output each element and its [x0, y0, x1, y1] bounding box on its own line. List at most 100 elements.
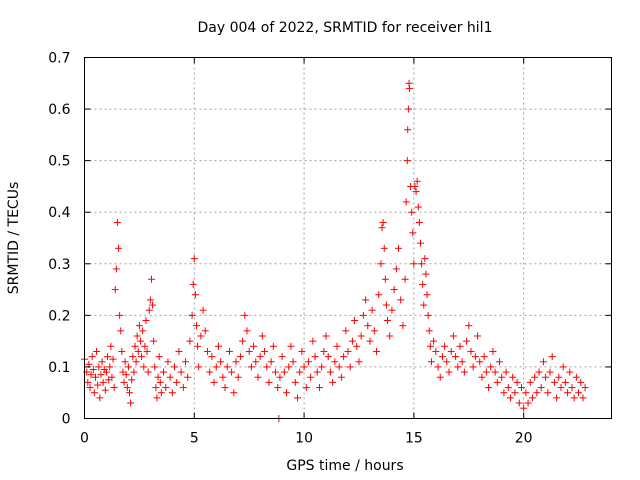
data-point — [173, 378, 181, 386]
data-point — [124, 363, 132, 371]
data-point — [403, 157, 411, 165]
data-point — [155, 353, 163, 361]
data-point — [252, 358, 260, 366]
data-point — [419, 280, 427, 288]
data-point — [513, 378, 521, 386]
data-point — [415, 219, 423, 227]
data-point — [164, 358, 172, 366]
data-point — [94, 381, 102, 389]
data-point — [147, 275, 155, 283]
data-point — [342, 327, 350, 335]
data-point — [412, 188, 420, 196]
data-point — [337, 373, 345, 381]
data-point — [531, 373, 539, 381]
data-point — [410, 260, 418, 268]
data-point — [88, 353, 96, 361]
data-point — [324, 353, 332, 361]
y-tick-label: 0.3 — [48, 257, 70, 273]
data-point — [101, 386, 109, 394]
data-point — [436, 373, 444, 381]
data-point — [426, 342, 434, 350]
data-point — [526, 378, 534, 386]
data-point — [219, 373, 227, 381]
data-point — [212, 363, 220, 371]
data-point — [353, 342, 361, 350]
x-axis-label: GPS time / hours — [286, 458, 403, 474]
data-point — [397, 296, 405, 304]
data-point — [151, 363, 159, 371]
data-point — [265, 378, 273, 386]
data-point — [197, 332, 205, 340]
data-point — [298, 347, 306, 355]
data-point — [506, 394, 514, 402]
data-point — [109, 355, 117, 363]
data-point — [370, 327, 378, 335]
data-point — [208, 353, 216, 361]
data-point — [141, 342, 149, 350]
data-point — [166, 373, 174, 381]
x-tick-label: 15 — [405, 431, 423, 447]
data-point — [309, 337, 317, 345]
data-point — [348, 337, 356, 345]
data-point — [414, 203, 422, 211]
data-point — [186, 337, 194, 345]
data-point — [307, 373, 315, 381]
data-point — [210, 378, 218, 386]
data-point — [408, 208, 416, 216]
data-point — [254, 373, 262, 381]
data-point — [177, 368, 185, 376]
x-tick-label: 5 — [190, 431, 199, 447]
data-point — [405, 84, 413, 92]
data-point — [131, 342, 139, 350]
data-point — [377, 260, 385, 268]
data-point — [418, 260, 426, 268]
data-point — [485, 384, 493, 392]
data-point — [399, 322, 407, 330]
data-point — [463, 337, 471, 345]
data-point — [333, 342, 341, 350]
data-point — [95, 363, 103, 371]
data-point — [355, 358, 363, 366]
data-point — [276, 373, 284, 381]
data-point — [344, 347, 352, 355]
data-point — [188, 311, 196, 319]
data-point — [223, 363, 231, 371]
y-axis-label: SRMTID / TECUs — [6, 182, 22, 295]
data-point — [509, 373, 517, 381]
data-point — [535, 368, 543, 376]
y-tick-label: 0.1 — [48, 360, 70, 376]
data-point — [122, 371, 130, 379]
y-tick-label: 0 — [62, 412, 71, 428]
data-point — [476, 358, 484, 366]
data-point — [491, 368, 499, 376]
data-point — [487, 363, 495, 371]
data-point — [143, 347, 151, 355]
data-point — [289, 358, 297, 366]
data-point — [199, 306, 207, 314]
data-point — [449, 332, 457, 340]
data-point — [548, 353, 556, 361]
data-point — [154, 373, 162, 381]
data-point — [285, 363, 293, 371]
data-point — [445, 368, 453, 376]
data-point — [152, 384, 160, 392]
data-point — [471, 353, 479, 361]
data-point — [146, 296, 154, 304]
data-point — [456, 342, 464, 350]
data-point — [245, 347, 253, 355]
data-point — [467, 347, 475, 355]
data-point — [144, 368, 152, 376]
data-point — [206, 368, 214, 376]
data-point — [263, 363, 271, 371]
data-point — [515, 399, 523, 407]
data-point — [322, 332, 330, 340]
data-point — [401, 275, 409, 283]
data-point — [432, 347, 440, 355]
data-point — [287, 342, 295, 350]
data-point — [575, 389, 583, 397]
data-point — [351, 317, 359, 325]
data-point — [139, 327, 147, 335]
data-point — [133, 332, 141, 340]
data-point — [469, 363, 477, 371]
data-point — [511, 389, 519, 397]
